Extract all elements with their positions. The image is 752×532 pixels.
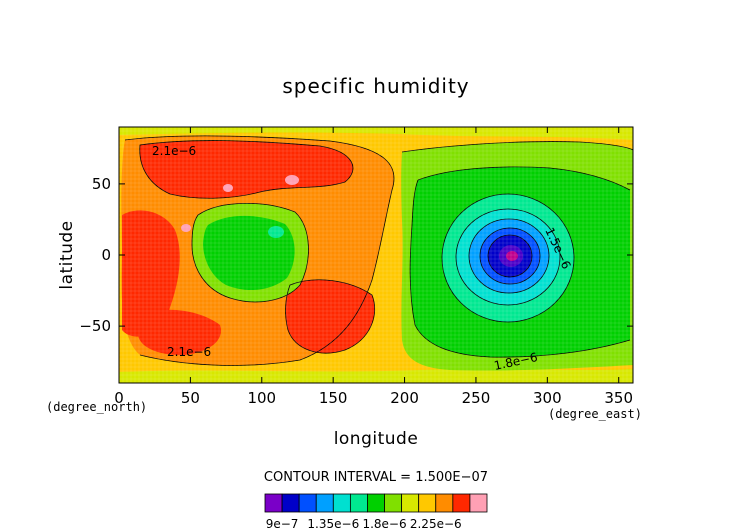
contour-lines [124,135,633,366]
x-tick-label: 50 [181,389,200,407]
plot-area [119,127,633,383]
y-ticks: 50 0 −50 [79,175,633,335]
colorbar-swatch [349,493,368,513]
x-tick-label: 200 [390,389,419,407]
y-units-label: (degree_north) [46,400,147,414]
colorbar-swatch [452,493,471,513]
spot-pink-3 [181,224,191,232]
colorbar [264,493,488,513]
colorbar-tick-label: 1.8e−6 [362,517,406,531]
x-ticks: 0 50 100 150 200 250 300 350 [114,127,633,407]
colorbar-swatch [281,493,300,513]
region-red-southeast [285,279,375,354]
colorbar-swatch [469,493,488,513]
dry-core [506,251,518,261]
x-tick-label: 250 [462,389,491,407]
x-tick-label: 0 [114,389,124,407]
region-red-southwest [138,309,221,356]
y-axis-label: latitude [57,220,77,289]
colorbar-swatch [418,493,437,513]
colorbar-swatch [435,493,454,513]
x-tick-label: 100 [247,389,276,407]
grid-texture [119,127,633,383]
colorbar-tick-label: 2.25e−6 [410,517,462,531]
chart-title: specific humidity [282,74,469,98]
spot-pink-1 [285,175,299,185]
y-tick-label: 0 [101,246,111,264]
contour-interval-text: CONTOUR INTERVAL = 1.500E−07 [264,470,488,485]
colorbar-swatch [264,493,283,513]
colorbar-tick-label: 9e−7 [266,517,299,531]
band-yellow-south [119,369,633,383]
x-units-label: (degree_east) [548,407,642,421]
colorbar-swatch [384,493,403,513]
spot-pink-2 [223,184,233,192]
x-tick-label: 300 [533,389,562,407]
y-tick-label: −50 [79,317,111,335]
colorbar-swatch [332,493,351,513]
colorbar-tick-label: 1.35e−6 [307,517,359,531]
colorbar-swatch [298,493,317,513]
y-tick-label: 50 [92,175,111,193]
x-tick-label: 150 [319,389,348,407]
region-red-west [122,210,180,337]
colorbar-swatch [367,493,385,513]
contour-label-2: 2.1e−6 [152,144,196,158]
colorbar-swatch [401,493,420,513]
x-tick-label: 350 [604,389,633,407]
spot-cyan-west [268,226,284,238]
contour-label-3: 2.1e−6 [167,345,211,359]
band-yellow-north [119,127,633,140]
colorbar-swatch [315,493,334,513]
colorbar-ticks: 9e−7 1.35e−6 1.8e−6 2.25e−6 [266,517,462,531]
x-axis-label: longitude [334,429,419,449]
region-red-north [139,140,353,199]
